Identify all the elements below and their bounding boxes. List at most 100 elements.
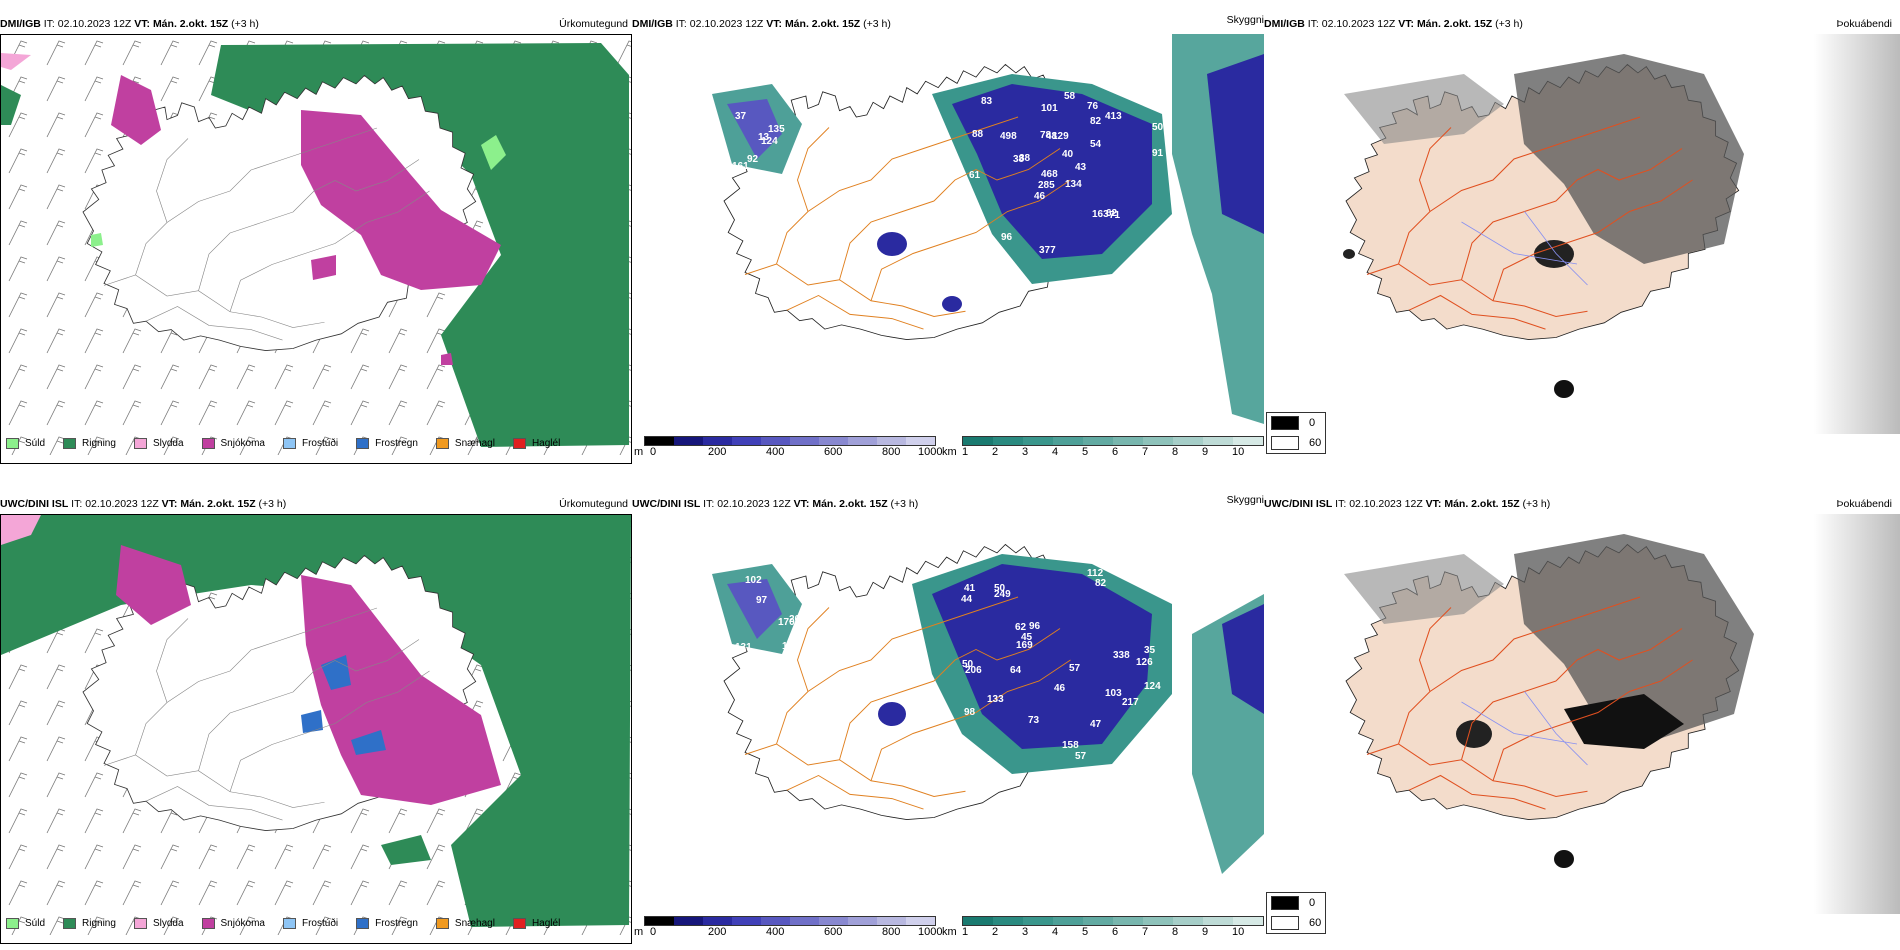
visibility-value-label: 47 xyxy=(1090,719,1102,730)
m-tick-label: 200 xyxy=(708,926,727,938)
visibility-value-label: 169 xyxy=(1016,640,1033,651)
visibility-value-label: 62 xyxy=(1106,208,1118,219)
legend-swatch xyxy=(63,438,77,449)
it-value: 02.10.2023 12Z xyxy=(1349,498,1423,510)
panel-title: Úrkomutegund xyxy=(559,498,628,510)
snow-area xyxy=(111,75,501,365)
visibility-value-label: 57 xyxy=(1069,663,1081,674)
visibility-value-label: 468 xyxy=(1041,169,1058,180)
visibility-value-label: 170 xyxy=(778,617,795,628)
visibility-value-label: 57 xyxy=(1075,751,1087,762)
km-tick-label: 10 xyxy=(1232,446,1245,458)
fog-scale-max: 0 xyxy=(1267,893,1325,913)
legend-item: Súld xyxy=(6,438,45,449)
precip-panel-uwc: UWC/DINI ISL IT: 02.10.2023 12Z VT: Mán.… xyxy=(0,494,632,944)
m-tick-label: 1000 xyxy=(918,446,943,458)
legend-item: Frostúði xyxy=(282,438,338,449)
m-tick-label: 800 xyxy=(882,926,901,938)
visibility-value-label: 44 xyxy=(960,262,972,273)
legend-label: Rigning xyxy=(82,918,116,929)
km-unit: km xyxy=(942,446,957,458)
legend-swatch xyxy=(282,438,296,449)
legend-label: Snæhagl xyxy=(454,438,495,449)
rain-area xyxy=(1,515,631,927)
visibility-value-label: 35 xyxy=(1144,645,1156,656)
vt-label: VT: xyxy=(793,498,810,510)
lead-time: (+3 h) xyxy=(1495,18,1523,30)
fog-max-label: 0 xyxy=(1309,897,1316,909)
legend-label: Haglél xyxy=(531,438,561,449)
panel-header: DMI/IGB IT: 02.10.2023 12Z VT: Mán. 2.ok… xyxy=(0,14,632,34)
legend-label: Haglél xyxy=(531,918,561,929)
it-value: 02.10.2023 12Z xyxy=(689,18,764,30)
legend-item: Súld xyxy=(6,918,45,929)
legend-swatch xyxy=(512,438,526,449)
legend-swatch xyxy=(201,918,215,929)
visibility-value-label: 73 xyxy=(1028,715,1040,726)
visibility-value-label: 37 xyxy=(735,111,747,122)
km-tick-label: 1 xyxy=(962,926,969,938)
visibility-value-label: 99 xyxy=(1131,270,1143,281)
fog-panel-dmi: DMI/IGB IT: 02.10.2023 12Z VT: Mán. 2.ok… xyxy=(1264,14,1900,464)
legend-swatch xyxy=(435,438,449,449)
visibility-value-label: 217 xyxy=(1122,697,1139,708)
visibility-value-label: 71 xyxy=(1109,210,1121,221)
legend-item: Rigning xyxy=(63,438,116,449)
visibility-value-label: 206 xyxy=(965,665,982,676)
m-tick-label: 800 xyxy=(882,446,901,458)
legend-label: Snjókoma xyxy=(220,918,265,929)
m-unit: m xyxy=(634,926,644,938)
visibility-value-label: 158 xyxy=(1062,740,1079,751)
visibility-value-label: 45 xyxy=(995,254,1007,265)
visibility-value-label: 163 xyxy=(1092,209,1109,220)
sleet-area xyxy=(1,53,31,70)
legend-swatch xyxy=(282,918,296,929)
panel-title: Þokuábendi xyxy=(1836,498,1892,510)
panel-header: DMI/IGB IT: 02.10.2023 12Z VT: Mán. 2.ok… xyxy=(1264,14,1900,34)
vt-value: Mán. 2.okt. 15Z xyxy=(180,498,256,510)
panel-title: Þokuábendi xyxy=(1836,18,1892,30)
visibility-value-label: 498 xyxy=(1000,131,1017,142)
m-unit: m xyxy=(634,446,644,458)
visibility-value-label: 102 xyxy=(745,575,762,586)
visibility-value-label: 92 xyxy=(747,154,759,165)
visibility-value-label: 285 xyxy=(1038,180,1055,191)
legend-label: Slydda xyxy=(152,918,184,929)
legend-item: Frostregn xyxy=(356,438,418,449)
legend-item: Haglél xyxy=(512,918,561,929)
legend-swatch xyxy=(356,918,370,929)
lead-time: (+3 h) xyxy=(863,18,891,30)
visibility-value-label: 161 xyxy=(732,161,749,172)
visibility-value-label: 50 xyxy=(994,583,1006,594)
visibility-value-label: 58 xyxy=(1064,91,1076,102)
vt-value: Mán. 2.okt. 15Z xyxy=(784,18,861,30)
visibility-value-label: 82 xyxy=(1090,116,1102,127)
visibility-value-label: 249 xyxy=(994,589,1011,600)
legend-swatch xyxy=(133,438,147,449)
model-name: DMI/IGB xyxy=(632,18,673,30)
legend-item: Snjókoma xyxy=(201,438,265,449)
it-label: IT: xyxy=(71,498,83,510)
visibility-value-label: 96 xyxy=(1029,621,1041,632)
visibility-value-label: 124 xyxy=(1144,681,1161,692)
legend-item: Haglél xyxy=(512,438,561,449)
km-tick-label: 8 xyxy=(1172,926,1179,938)
legend-swatch xyxy=(63,918,77,929)
visibility-value-label: 62 xyxy=(1015,622,1027,633)
km-tick-label: 4 xyxy=(1052,446,1059,458)
panel-title: Úrkomutegund xyxy=(559,18,628,30)
model-name: UWC/DINI ISL xyxy=(0,498,69,510)
m-tick-label: 400 xyxy=(766,926,785,938)
vt-value: Mán. 2.okt. 15Z xyxy=(152,18,229,30)
vt-value: Mán. 2.okt. 15Z xyxy=(812,498,888,510)
precip-map xyxy=(1,515,631,935)
visibility-value-label: 216 xyxy=(1146,249,1163,260)
m-tick-label: 400 xyxy=(766,446,785,458)
legend-swatch xyxy=(6,438,19,449)
legend-swatch xyxy=(201,438,215,449)
lead-time: (+3 h) xyxy=(890,498,919,510)
it-value: 02.10.2023 12Z xyxy=(1321,18,1396,30)
visibility-value-label: 50 xyxy=(1152,122,1164,133)
km-tick-label: 9 xyxy=(1202,446,1209,458)
km-tick-label: 9 xyxy=(1202,926,1209,938)
